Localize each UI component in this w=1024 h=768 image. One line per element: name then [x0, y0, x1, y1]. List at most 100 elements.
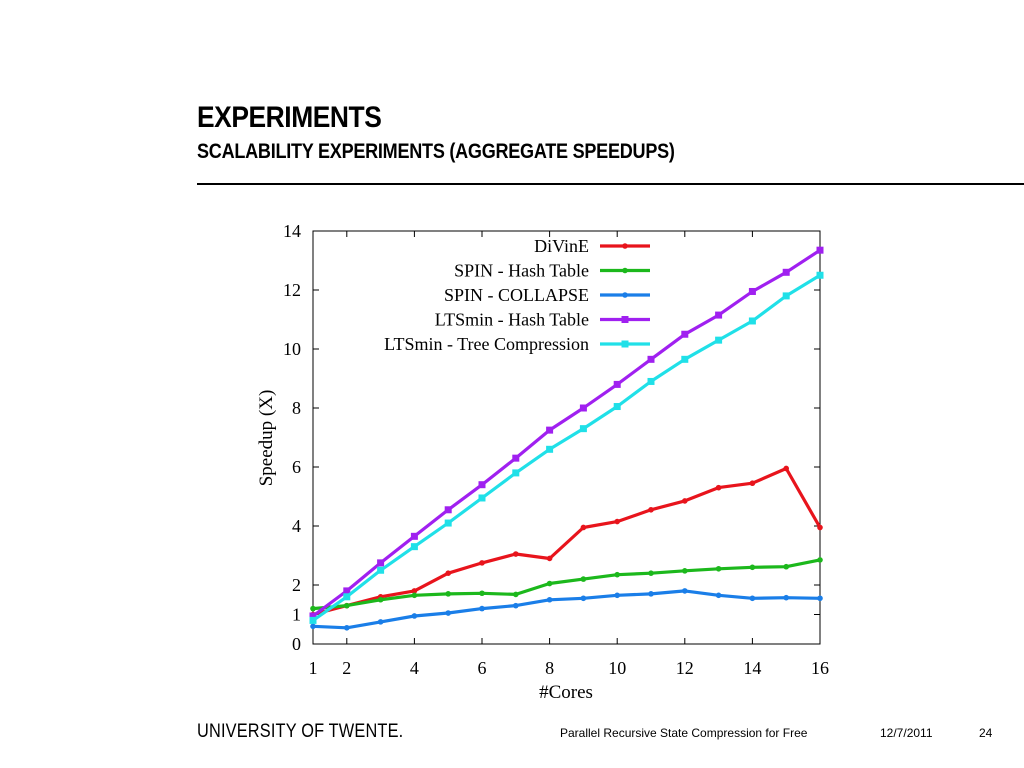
footer-page-number: 24 — [979, 726, 993, 740]
legend-marker — [621, 340, 629, 348]
data-point — [715, 336, 723, 344]
data-point — [377, 596, 384, 603]
y-tick-label: 0 — [292, 634, 301, 654]
data-point — [715, 592, 722, 599]
data-point — [715, 565, 722, 572]
data-point — [715, 311, 723, 319]
x-tick-label: 16 — [811, 658, 829, 678]
legend-label: LTSmin - Hash Table — [435, 310, 589, 330]
data-point — [783, 594, 789, 601]
data-point — [377, 619, 384, 625]
data-point — [479, 590, 485, 597]
series-line — [312, 248, 821, 618]
footer-date: 12/7/2011 — [880, 726, 933, 740]
y-tick-label: 6 — [292, 457, 301, 477]
data-point — [410, 532, 418, 540]
data-point — [479, 605, 485, 612]
data-point — [613, 380, 621, 388]
data-point — [816, 246, 824, 254]
y-tick-label: 10 — [283, 339, 301, 359]
y-tick-label: 1 — [292, 605, 301, 625]
data-point — [782, 268, 790, 276]
data-point — [310, 605, 316, 612]
data-point — [816, 271, 824, 279]
data-point — [647, 355, 655, 363]
legend-marker — [622, 267, 628, 274]
legend-label: DiVinE — [534, 236, 589, 256]
x-axis-label: #Cores — [539, 682, 593, 703]
data-point — [580, 576, 587, 582]
x-tick-label: 12 — [676, 658, 694, 678]
data-point — [783, 465, 789, 472]
data-point — [513, 551, 519, 557]
data-point — [411, 588, 418, 594]
data-point — [444, 519, 452, 527]
y-tick-label: 12 — [283, 280, 301, 300]
series-line — [312, 273, 821, 622]
data-point — [715, 484, 722, 491]
legend-marker — [622, 292, 628, 298]
data-point — [782, 292, 790, 300]
data-point — [749, 595, 756, 602]
series-line — [312, 558, 821, 611]
data-point — [579, 425, 587, 433]
y-tick-label: 14 — [283, 221, 301, 241]
data-point — [445, 591, 452, 597]
slide-subtitle: SCALABILITY EXPERIMENTS (AGGREGATE SPEED… — [197, 140, 675, 163]
data-point — [411, 613, 418, 619]
data-point — [343, 587, 351, 595]
data-point — [682, 568, 688, 574]
data-point — [681, 355, 689, 363]
data-point — [546, 596, 553, 603]
x-tick-label: 6 — [478, 658, 487, 678]
data-point — [682, 498, 688, 504]
header-divider — [197, 183, 1024, 185]
data-point — [445, 570, 452, 576]
data-point — [614, 571, 620, 578]
x-tick-label: 1 — [309, 658, 318, 678]
data-point — [478, 481, 486, 489]
data-point — [513, 602, 519, 609]
data-point — [613, 403, 621, 411]
data-point — [749, 564, 756, 571]
data-point — [309, 616, 317, 624]
data-point — [817, 557, 823, 563]
data-point — [546, 445, 554, 453]
data-point — [343, 593, 351, 601]
legend-label: SPIN - COLLAPSE — [444, 285, 589, 305]
data-point — [648, 591, 654, 597]
x-tick-label: 8 — [545, 658, 554, 678]
data-point — [648, 506, 654, 513]
data-point — [411, 592, 418, 599]
y-axis-label: Speedup (X) — [256, 390, 277, 487]
data-point — [546, 580, 553, 587]
legend-label: LTSmin - Tree Compression — [384, 334, 589, 354]
data-point — [479, 560, 485, 566]
data-point — [478, 494, 486, 502]
data-point — [681, 330, 689, 338]
data-point — [817, 524, 823, 531]
data-point — [682, 588, 688, 594]
footer-presentation-title: Parallel Recursive State Compression for… — [560, 726, 808, 740]
y-tick-label: 2 — [292, 575, 301, 595]
data-point — [748, 287, 756, 295]
data-point — [648, 570, 654, 576]
data-point — [817, 595, 823, 602]
series-line — [312, 589, 821, 630]
data-point — [512, 469, 520, 477]
data-point — [377, 559, 385, 567]
data-point — [748, 317, 756, 325]
y-tick-label: 4 — [292, 516, 301, 536]
data-point — [580, 524, 587, 531]
data-point — [344, 624, 350, 631]
data-point — [579, 404, 587, 412]
university-logo: UNIVERSITY OF TWENTE. — [197, 721, 404, 742]
legend-marker — [621, 316, 629, 323]
data-point — [749, 480, 756, 487]
data-point — [546, 555, 553, 562]
data-point — [783, 563, 789, 570]
data-point — [309, 612, 317, 620]
data-point — [512, 454, 520, 462]
data-point — [344, 602, 350, 609]
